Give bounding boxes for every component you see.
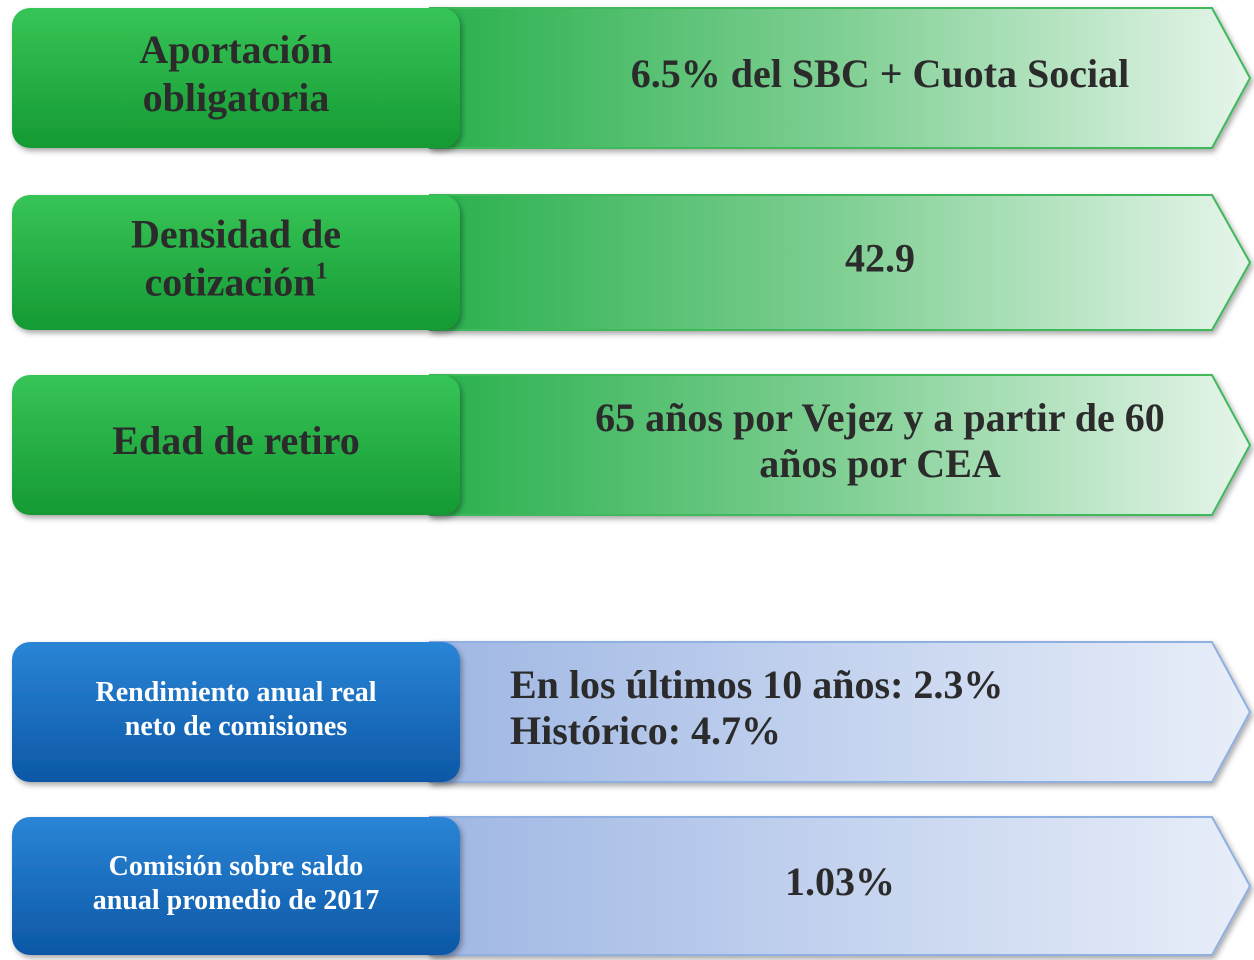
label: Densidad de	[131, 212, 341, 257]
label-line: Aportación	[139, 27, 332, 72]
label: Aportación	[139, 27, 332, 72]
label-line: neto de comisiones	[125, 711, 348, 742]
label-box	[12, 642, 460, 782]
label-line: cotización	[144, 260, 315, 305]
arrow	[429, 194, 1252, 331]
value: 42.9	[845, 236, 915, 281]
label-box	[12, 817, 460, 955]
label-box	[12, 195, 460, 330]
label: Comisión sobre saldo	[109, 852, 364, 883]
label: Rendimiento anual real	[95, 678, 376, 709]
label: cotización1	[144, 258, 327, 305]
label: anual promedio de 2017	[93, 885, 380, 916]
label-line: Rendimiento anual real	[95, 678, 376, 709]
label-line: anual promedio de 2017	[93, 885, 380, 916]
label: Edad de retiro	[112, 418, 359, 463]
label: neto de comisiones	[125, 711, 348, 742]
label: obligatoria	[143, 75, 330, 120]
label-box	[12, 8, 460, 148]
value: Histórico: 4.7%	[510, 708, 781, 753]
superscript: 1	[316, 258, 328, 284]
label-box	[12, 375, 460, 515]
label-line: Comisión sobre saldo	[109, 852, 364, 883]
label-line: Edad de retiro	[112, 418, 359, 463]
value: En los últimos 10 años: 2.3%	[510, 662, 1003, 707]
label-line: obligatoria	[143, 75, 330, 120]
row: Edad de retiro 65 años por Vejez y a part…	[12, 374, 1252, 516]
value: 1.03%	[785, 859, 895, 904]
value: 65 años por Vejez y a partir de 60	[595, 395, 1165, 440]
value: 6.5% del SBC + Cuota Social	[631, 51, 1129, 96]
label-line: Densidad de	[131, 212, 341, 257]
value: años por CEA	[759, 441, 1001, 486]
